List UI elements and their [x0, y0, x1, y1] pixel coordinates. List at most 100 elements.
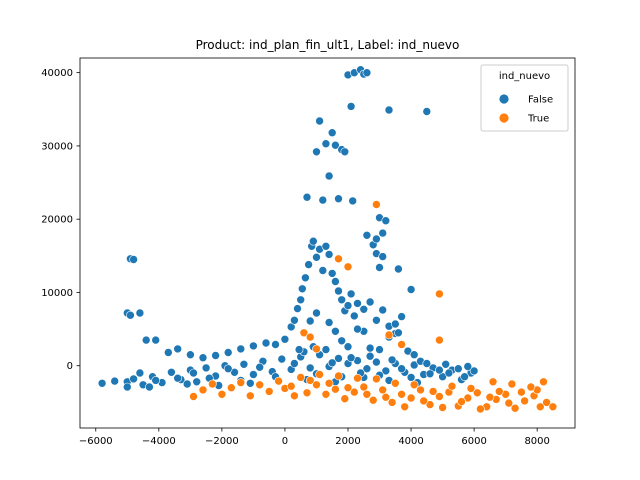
point-false-130 [302, 192, 312, 202]
x-tick-label: −2000 [205, 436, 239, 447]
point-false-85 [141, 335, 151, 345]
point-false-72 [397, 364, 406, 374]
point-false-148 [384, 105, 394, 115]
point-false-83 [126, 310, 135, 320]
point-false-25 [334, 354, 343, 363]
point-false-169 [324, 318, 334, 327]
point-false-92 [223, 348, 233, 357]
point-false-122 [365, 297, 375, 307]
point-false-132 [315, 116, 324, 126]
point-false-90 [198, 353, 208, 363]
point-true-79 [305, 332, 315, 342]
point-false-102 [297, 284, 307, 294]
point-false-117 [343, 301, 353, 310]
legend-label-true: True [527, 114, 549, 125]
point-false-79 [460, 372, 469, 382]
point-false-75 [425, 369, 435, 379]
legend-title: ind_nuevo [499, 71, 550, 82]
point-false-176 [312, 308, 321, 318]
point-false-84 [135, 308, 145, 318]
x-tick-label: −6000 [79, 436, 113, 447]
point-false-41 [182, 379, 192, 389]
point-true-5 [264, 387, 274, 396]
x-tick-label: 2000 [335, 436, 360, 447]
y-tick-label: 20000 [41, 215, 73, 226]
point-false-156 [375, 263, 384, 272]
point-false-96 [271, 340, 280, 349]
point-true-53 [362, 389, 372, 399]
point-false-71 [387, 355, 397, 365]
point-true-19 [406, 393, 416, 403]
point-false-179 [294, 345, 304, 354]
y-tick-label: 10000 [41, 288, 73, 299]
point-false-104 [304, 260, 313, 269]
point-false-160 [406, 285, 416, 294]
point-true-44 [447, 381, 457, 391]
point-true-40 [485, 392, 495, 402]
point-true-70 [372, 200, 381, 209]
point-true-17 [387, 398, 397, 407]
point-false-135 [324, 171, 334, 181]
point-true-31 [520, 396, 529, 406]
point-true-77 [312, 344, 321, 354]
point-false-67 [346, 353, 356, 363]
legend-label-false: False [528, 95, 553, 106]
point-false-7 [167, 367, 176, 377]
point-false-165 [353, 324, 362, 334]
point-false-112 [327, 269, 337, 278]
point-false-97 [280, 334, 290, 344]
point-true-67 [526, 382, 536, 392]
x-tick-label: −4000 [142, 436, 176, 447]
point-true-69 [488, 377, 498, 387]
point-true-61 [286, 381, 296, 391]
point-true-37 [517, 387, 526, 397]
point-false-121 [359, 304, 369, 314]
point-false-171 [463, 362, 473, 371]
point-true-39 [494, 387, 504, 396]
point-false-43 [246, 378, 255, 388]
point-false-54 [189, 368, 198, 378]
point-false-177 [305, 316, 315, 326]
point-false-163 [394, 328, 403, 338]
point-false-154 [378, 228, 388, 238]
point-false-91 [211, 351, 220, 360]
point-false-88 [173, 344, 182, 354]
point-false-133 [318, 195, 328, 205]
point-true-54 [353, 373, 362, 383]
point-false-95 [261, 338, 271, 348]
point-true-58 [315, 370, 324, 379]
point-true-52 [372, 374, 381, 384]
point-false-3 [129, 374, 138, 384]
point-false-138 [334, 194, 343, 203]
points-layer [97, 65, 558, 414]
point-false-136 [327, 128, 337, 137]
point-false-107 [312, 252, 321, 262]
point-false-167 [337, 336, 347, 346]
point-false-16 [249, 370, 258, 379]
point-false-69 [365, 351, 375, 361]
point-false-73 [406, 373, 416, 382]
point-false-1 [110, 376, 119, 386]
point-false-53 [173, 373, 182, 383]
point-true-1 [198, 385, 208, 395]
x-tick-label: 6000 [461, 436, 486, 447]
point-false-100 [293, 304, 302, 313]
point-false-11 [201, 363, 211, 373]
point-false-115 [337, 295, 347, 305]
point-true-34 [542, 398, 551, 407]
point-false-89 [186, 350, 195, 360]
point-true-46 [428, 387, 438, 396]
point-false-119 [349, 311, 359, 321]
point-false-94 [249, 341, 258, 351]
point-false-111 [324, 250, 334, 259]
point-false-114 [334, 286, 343, 296]
point-true-51 [381, 392, 391, 402]
point-true-43 [457, 397, 466, 406]
point-false-172 [422, 359, 432, 368]
point-false-103 [301, 273, 310, 283]
point-true-2 [217, 389, 227, 399]
chart-title: Product: ind_plan_fin_ult1, Label: ind_n… [196, 38, 460, 52]
point-true-76 [435, 335, 444, 345]
point-true-14 [359, 382, 369, 392]
point-false-0 [97, 378, 107, 388]
